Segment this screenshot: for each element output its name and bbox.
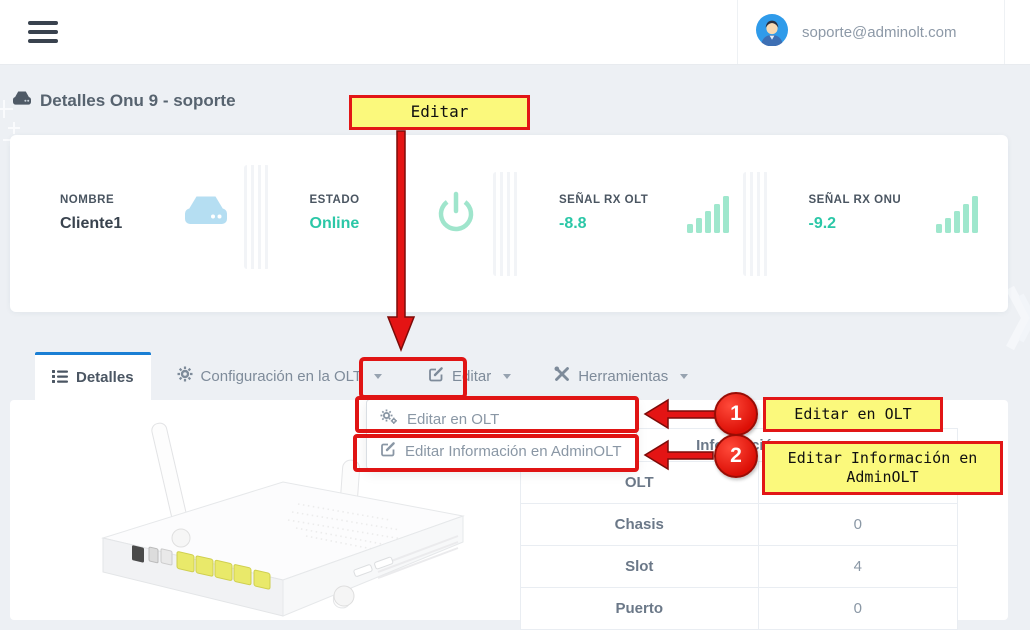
top-header: soporte@adminolt.com: [0, 0, 1030, 65]
step-badge-1: 1: [714, 392, 758, 436]
row-value: 0: [757, 587, 959, 630]
onu-device-icon: [182, 192, 230, 235]
gears-icon: [380, 409, 398, 429]
step-badge-2: 2: [714, 434, 758, 478]
stat-senal-rx-onu: SEÑAL RX ONU -9.2: [742, 172, 1009, 276]
onu-router-image: [101, 422, 465, 617]
table-row: Chasis 0: [520, 503, 959, 546]
chevron-down-icon: [374, 373, 383, 383]
annotation-label-editar-informacion: Editar Información en AdminOLT: [762, 441, 1003, 495]
onu-status-card: NOMBRE Cliente1 ESTADO Online SEÑAL RX O…: [10, 135, 1008, 312]
annotation-label-editar: Editar: [349, 95, 530, 130]
stat-nombre: NOMBRE Cliente1: [10, 192, 260, 235]
stat-label: SEÑAL RX OLT: [559, 194, 649, 206]
tab-label: Configuración en la OLT: [200, 367, 363, 385]
gear-icon: [177, 366, 193, 386]
stat-label: SEÑAL RX ONU: [808, 194, 902, 206]
user-email: soporte@adminolt.com: [802, 23, 957, 41]
tab-detalles[interactable]: Detalles: [35, 352, 151, 400]
menu-item-editar-en-olt[interactable]: Editar en OLT: [367, 403, 636, 435]
stat-senal-rx-olt: SEÑAL RX OLT -8.8: [493, 172, 759, 276]
tab-herramientas[interactable]: Herramientas: [537, 352, 705, 400]
user-avatar-icon: [756, 13, 788, 51]
stat-label: NOMBRE: [60, 194, 115, 206]
tab-bar: Detalles Configuración en la OLT Editar: [35, 352, 705, 400]
chevron-down-icon: [503, 373, 512, 383]
stat-value: Cliente1: [60, 215, 123, 232]
signal-bars-icon: [686, 195, 729, 233]
tab-configuracion-en-la-olt[interactable]: Configuración en la OLT: [160, 352, 399, 400]
table-row: Slot 4: [520, 545, 959, 588]
edit-pencil-icon: [428, 366, 444, 386]
row-value: 4: [757, 545, 959, 588]
status-online-value: Online: [309, 215, 360, 232]
row-value: 0: [757, 503, 959, 546]
page-title-text: Detalles Onu 9 - soporte: [40, 90, 236, 110]
tools-icon: [554, 366, 570, 386]
chevron-down-icon: [680, 373, 689, 383]
stat-value: -9.2: [808, 215, 837, 232]
stat-estado: ESTADO Online: [243, 165, 510, 269]
power-icon: [433, 187, 479, 240]
list-icon: [52, 369, 68, 387]
menu-item-label: Editar en OLT: [407, 410, 500, 428]
user-menu[interactable]: soporte@adminolt.com: [737, 0, 1005, 64]
table-row: Puerto 0: [520, 587, 959, 630]
row-label: Slot: [520, 545, 759, 588]
stat-value: -8.8: [559, 215, 587, 232]
row-label: Chasis: [520, 503, 759, 546]
edit-square-icon: [380, 441, 396, 461]
row-label: Puerto: [520, 587, 759, 630]
menu-item-editar-informacion-en-adminolt[interactable]: Editar Información en AdminOLT: [367, 435, 636, 467]
stat-label: ESTADO: [309, 194, 360, 206]
tab-label: Editar: [452, 367, 492, 385]
annotation-label-editar-en-olt: Editar en OLT: [763, 397, 943, 432]
onu-device-icon: [12, 90, 32, 111]
menu-item-label: Editar Información en AdminOLT: [405, 442, 622, 460]
signal-bars-icon: [936, 195, 978, 233]
page-title: Detalles Onu 9 - soporte: [12, 90, 236, 111]
tab-label: Detalles: [76, 369, 134, 386]
hamburger-menu-icon[interactable]: [28, 21, 58, 43]
tab-label: Herramientas: [578, 367, 669, 385]
tab-editar[interactable]: Editar: [411, 352, 528, 400]
editar-dropdown-menu: Editar en OLT Editar Información en Admi…: [366, 399, 637, 470]
